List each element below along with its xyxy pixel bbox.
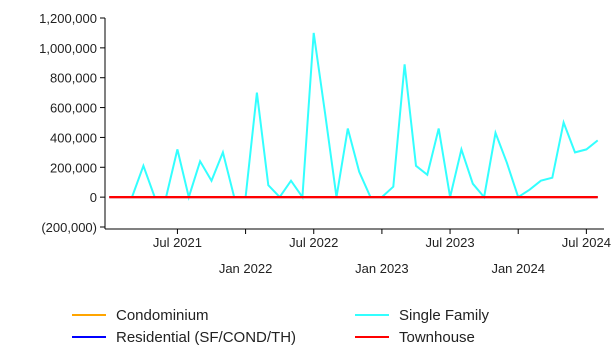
x-tick-label: Jan 2024 <box>491 261 545 276</box>
series-line-single-family <box>131 32 599 201</box>
y-tick-label: 200,000 <box>50 160 97 175</box>
y-axis: 1,200,000 1,000,000 800,000 600,000 400,000 2… <box>39 11 106 235</box>
legend-item-single-family: Single Family <box>355 307 490 324</box>
legend-item-townhouse: Townhouse <box>355 329 475 346</box>
x-tick-label: Jul 2024 <box>562 235 611 250</box>
x-tick-label: Jul 2021 <box>153 235 202 250</box>
legend-label: Townhouse <box>399 329 475 346</box>
legend: Condominium Single Family Residential (SF/… <box>72 307 490 346</box>
x-tick-label: Jan 2023 <box>355 261 409 276</box>
plot-area <box>109 32 599 201</box>
legend-label: Condominium <box>116 307 209 324</box>
legend-label: Residential (SF/COND/TH) <box>116 329 296 346</box>
x-tick-label: Jul 2023 <box>425 235 474 250</box>
legend-item-residential-sf-cond-th: Residential (SF/COND/TH) <box>72 329 296 346</box>
y-tick-label: 1,000,000 <box>39 41 97 56</box>
y-tick-label: (200,000) <box>41 220 97 235</box>
x-tick-label: Jul 2022 <box>289 235 338 250</box>
x-tick-label: Jan 2022 <box>219 261 273 276</box>
x-axis: Jul 2021 Jan 2022 Jul 2022 Jan 2023 Jul 2023… <box>105 228 611 276</box>
y-tick-label: 600,000 <box>50 101 97 116</box>
y-tick-label: 400,000 <box>50 130 97 145</box>
y-tick-label: 0 <box>90 190 97 205</box>
legend-label: Single Family <box>399 307 490 324</box>
y-tick-label: 1,200,000 <box>39 11 97 26</box>
y-tick-label: 800,000 <box>50 71 97 86</box>
legend-item-condominium: Condominium <box>72 307 209 324</box>
